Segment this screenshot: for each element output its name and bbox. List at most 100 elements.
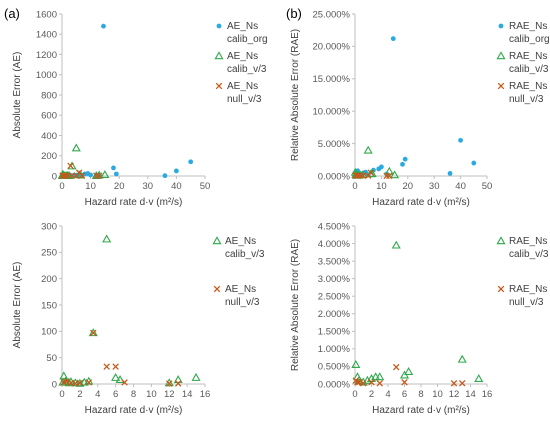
panel-4-legend-label: RAE_Ns xyxy=(509,236,547,247)
panel-4-legend-marker xyxy=(497,285,505,293)
panel-2-point-triangle xyxy=(363,145,373,154)
panel-4-x-axis-label: Hazard rate d·v (m²/s) xyxy=(372,405,470,416)
panel-1-point-dot xyxy=(101,23,106,29)
panel-1-legend-label: AE_Ns xyxy=(227,51,258,62)
panel-4-y-axis-label: Relative Absolute Error (RAE) xyxy=(290,239,301,371)
panel-2-point-x xyxy=(367,169,375,177)
panel-4-point-x xyxy=(359,380,367,387)
panel-3-y-axis-label: Absolute Error (AE) xyxy=(12,262,23,349)
panel-4-point-triangle xyxy=(391,240,401,249)
panel-3-point-x xyxy=(85,379,93,386)
panel-2-point-x xyxy=(383,172,390,180)
panel-1-legend-label: AE_Ns xyxy=(227,21,258,32)
panel-1-x-tick-label: 50 xyxy=(200,181,211,192)
panel-3-point-triangle xyxy=(102,234,112,243)
panel-2-x-tick-label: 10 xyxy=(376,181,387,192)
panel-3-point-x xyxy=(112,363,119,370)
panel-4-point-x xyxy=(354,378,361,386)
panel-2-point-triangle xyxy=(390,170,400,179)
panel-4-chart: 0 2 4 6 8 10 12 14 16 0.000% 0.500% 1.000% 1.500% 2.0… xyxy=(290,221,549,416)
panel-2-legend-label: null_v/3 xyxy=(509,94,544,105)
panel-3-x-tick-label: 12 xyxy=(164,389,175,400)
panel-2-y-axis-label: Relative Absolute Error (RAE) xyxy=(290,29,301,161)
panel-3-chart: 0 2 4 6 8 10 12 14 16 0 50 100 150 200 250 300 Hazard ra… xyxy=(12,221,265,416)
panel-1-legend-label: AE_Ns xyxy=(227,81,258,92)
panel-2-x-tick-label: 30 xyxy=(429,181,440,192)
panel-4-legend-marker xyxy=(496,236,506,245)
panel-4-y-tick-label: 3.500% xyxy=(318,256,351,267)
panel-2-x-tick-label: 20 xyxy=(403,181,414,192)
panel-2-point-triangle xyxy=(384,166,394,175)
panel-2-point-dot xyxy=(458,137,463,143)
panel-3-series-x xyxy=(60,329,182,387)
panel-3-y-tick-label: 0 xyxy=(52,379,57,390)
panel-4-y-tick-label: 1.500% xyxy=(318,327,351,338)
panel-4-y-tick-label: 4.500% xyxy=(318,221,351,232)
panel-1-point-x xyxy=(67,162,74,170)
panel-3-point-x xyxy=(90,329,97,337)
panel-2-x-tick-label: 0 xyxy=(352,181,357,192)
panel-2-legend-label: calib_v/3 xyxy=(509,64,549,75)
panel-1-y-axis-label: Absolute Error (AE) xyxy=(12,52,23,139)
panel-3-legend-label: AE_Ns xyxy=(225,236,256,247)
panel-2-point-dot xyxy=(400,161,405,167)
panel-1-y-tick-label: 1600 xyxy=(36,9,57,20)
panel-2-point-x xyxy=(359,172,367,179)
panel-2-point-dot xyxy=(471,160,477,166)
panel-1-legend-label: calib_org xyxy=(227,34,268,45)
panel-2-point-x xyxy=(354,172,361,179)
panel-4-x-tick-label: 12 xyxy=(449,389,460,400)
panel-4-point-x xyxy=(458,380,466,387)
panel-4-point-triangle xyxy=(457,354,467,363)
panel-2-legend-label: RAE_Ns xyxy=(509,21,547,32)
panel-1-y-tick-label: 1400 xyxy=(36,30,57,41)
panel-3-legend-label: calib_v/3 xyxy=(225,249,265,260)
panel-3-y-tick-label: 150 xyxy=(41,300,57,311)
panel-1-x-tick-label: 40 xyxy=(171,181,182,192)
panel-3-point-triangle xyxy=(88,328,98,337)
panel-4-x-tick-label: 8 xyxy=(418,389,423,400)
panel-1-point-triangle xyxy=(71,143,81,152)
panel-1-legend-marker xyxy=(214,51,224,60)
panel-4-point-triangle xyxy=(375,372,385,381)
panel-1-x-tick-label: 20 xyxy=(114,181,125,192)
panel-2-y-tick-label: 5.000% xyxy=(318,139,351,150)
panel-1-x-axis-label: Hazard rate d·v (m²/s) xyxy=(85,197,183,208)
panel-1-series-x xyxy=(59,162,103,180)
panel-1-y-tick-label: 200 xyxy=(41,151,57,162)
panel-1-point-dot xyxy=(88,172,93,178)
panel-4-series-x xyxy=(352,363,466,387)
panel-4-legend-label: calib_v/3 xyxy=(509,249,549,260)
panel-2-series-x xyxy=(352,169,393,180)
panel-2-y-tick-label: 0.000% xyxy=(318,171,351,182)
panel-3-point-x xyxy=(165,380,173,387)
panel-2-chart: 0 10 20 30 40 50 0.000% 5.000% 10.000% 15.000% 20.… xyxy=(290,9,550,208)
panel-4-y-tick-label: 0.500% xyxy=(318,362,351,373)
panel-1-y-tick-label: 600 xyxy=(41,111,57,122)
panel-1-y-tick-label: 0 xyxy=(52,171,57,182)
panel-3-y-tick-label: 100 xyxy=(41,327,57,338)
panel-4-series-triangle xyxy=(351,240,484,386)
panel-4-legend-label: null_v/3 xyxy=(509,297,544,308)
panel-4-y-tick-label: 2.000% xyxy=(318,309,351,320)
panel-3-x-tick-label: 6 xyxy=(113,389,118,400)
panel-1-series-dot xyxy=(60,23,194,179)
panel-4-point-triangle xyxy=(404,367,414,375)
panel-4-x-tick-label: 6 xyxy=(402,389,407,400)
panel-1-point-triangle xyxy=(100,170,110,179)
panel-1-y-tick-label: 400 xyxy=(41,131,57,142)
panel-1-point-x xyxy=(78,172,86,179)
panel-4-x-tick-label: 16 xyxy=(482,389,493,400)
panel-4-x-tick-label: 14 xyxy=(465,389,476,400)
panel-2-legend-label: calib_org xyxy=(509,34,550,45)
panel-1-chart: 0 10 20 30 40 50 0 200 400 600 800 1000 1200 1400 1600… xyxy=(12,9,268,208)
panel-4-point-x xyxy=(392,363,400,371)
panel-3-x-tick-label: 2 xyxy=(77,389,82,400)
panel-3-x-tick-label: 0 xyxy=(59,389,64,400)
panel-4-y-tick-label: 0.000% xyxy=(318,379,351,390)
panel-2-point-dot xyxy=(379,164,384,170)
panel-3-x-tick-label: 10 xyxy=(146,389,157,400)
panel-3-y-tick-label: 50 xyxy=(46,353,57,364)
panel-1-legend-label: null_v/3 xyxy=(227,94,262,105)
panel-2-legend-marker xyxy=(498,23,504,29)
